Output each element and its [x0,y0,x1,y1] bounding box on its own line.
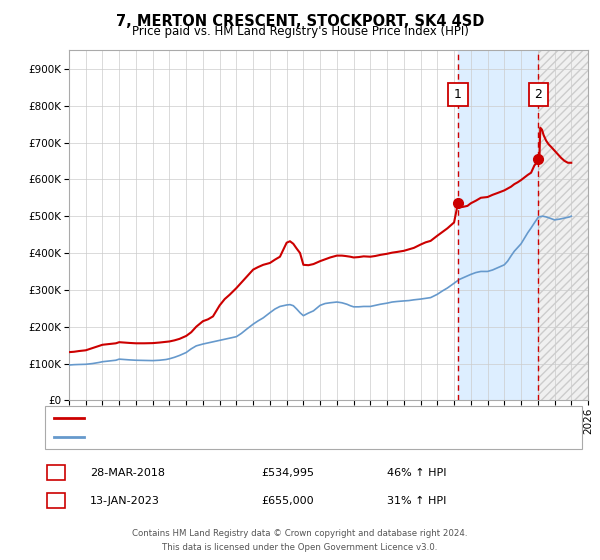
FancyBboxPatch shape [529,83,548,105]
Text: 1: 1 [53,466,60,479]
Text: This data is licensed under the Open Government Licence v3.0.: This data is licensed under the Open Gov… [163,543,437,552]
Text: 7, MERTON CRESCENT, STOCKPORT, SK4 4SD: 7, MERTON CRESCENT, STOCKPORT, SK4 4SD [116,14,484,29]
Bar [538,50,588,400]
Text: HPI: Average price, detached house, Stockport: HPI: Average price, detached house, Stoc… [90,432,334,442]
Text: Price paid vs. HM Land Registry's House Price Index (HPI): Price paid vs. HM Land Registry's House … [131,25,469,38]
Text: 31% ↑ HPI: 31% ↑ HPI [387,496,446,506]
Bar [538,50,588,400]
Text: £534,995: £534,995 [261,468,314,478]
Text: 1: 1 [454,88,462,101]
Text: 13-JAN-2023: 13-JAN-2023 [90,496,160,506]
FancyBboxPatch shape [448,83,468,105]
Text: 28-MAR-2018: 28-MAR-2018 [90,468,165,478]
Text: 2: 2 [53,494,60,507]
Text: 7, MERTON CRESCENT, STOCKPORT, SK4 4SD (detached house): 7, MERTON CRESCENT, STOCKPORT, SK4 4SD (… [90,413,421,423]
Text: 46% ↑ HPI: 46% ↑ HPI [387,468,446,478]
Text: 2: 2 [535,88,542,101]
Text: Contains HM Land Registry data © Crown copyright and database right 2024.: Contains HM Land Registry data © Crown c… [132,529,468,538]
Text: £655,000: £655,000 [261,496,314,506]
Bar [458,50,538,400]
